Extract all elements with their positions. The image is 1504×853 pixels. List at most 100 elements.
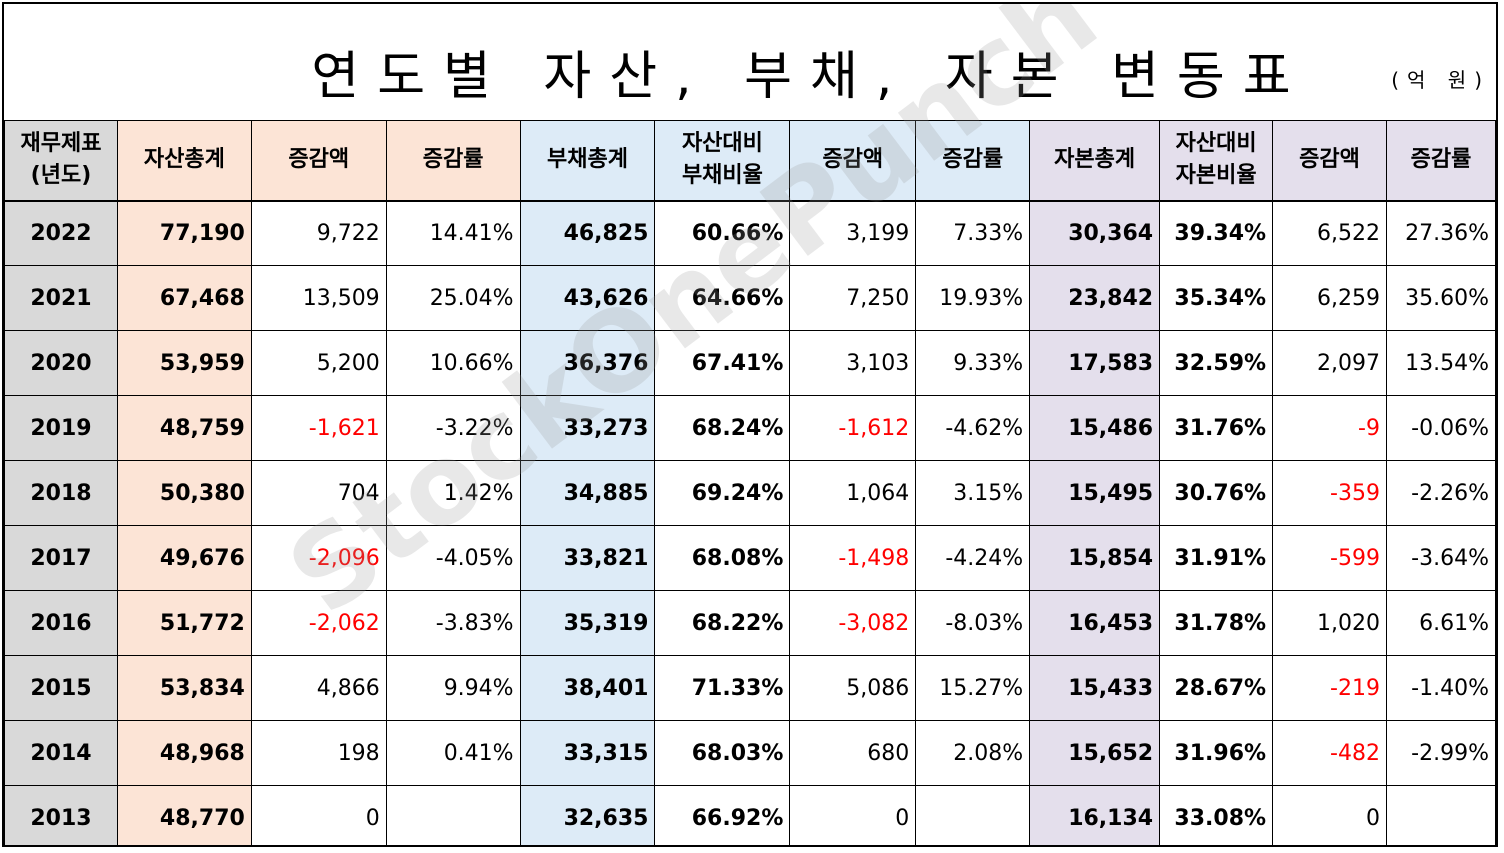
debt-ratio-cell: 66.92% [654,785,791,845]
equity-total-cell: 23,842 [1029,265,1161,331]
year-cell: 2013 [4,785,118,845]
debt-total-cell: 43,626 [519,265,656,331]
equity-ratio-cell: 32.59% [1159,330,1274,396]
header-equity-ratio: 자산대비 자본비율 [1159,120,1274,202]
debt-rate-cell: -4.24% [915,525,1031,591]
table-row: 2018 50,380 704 1.42% 34,885 69.24% 1,064 3.15%… [4,460,1496,526]
equity-change-cell: -9 [1272,395,1387,461]
asset-rate-cell: 0.41% [385,720,521,786]
asset-total-cell: 48,770 [116,785,252,845]
equity-total-cell: 17,583 [1029,330,1161,396]
debt-rate-cell [915,785,1031,845]
debt-rate-cell: -8.03% [915,590,1031,656]
title-bar: 연도별 자산, 부채, 자본 변동표 (억 원) [4,4,1496,122]
equity-change-cell: -219 [1272,655,1387,721]
debt-total-cell: 46,825 [519,200,656,266]
debt-total-cell: 38,401 [519,655,656,721]
debt-rate-cell: 2.08% [915,720,1031,786]
debt-change-cell: 680 [789,720,917,786]
equity-rate-cell [1385,785,1496,845]
header-equity-total: 자본총계 [1029,120,1161,202]
debt-ratio-cell: 60.66% [654,200,791,266]
asset-change-cell: 4,866 [250,655,387,721]
equity-total-cell: 15,495 [1029,460,1161,526]
equity-rate-cell: -2.99% [1385,720,1496,786]
asset-change-cell: 0 [250,785,387,845]
table-row: 2019 48,759 -1,621 -3.22% 33,273 68.24% -1,612… [4,395,1496,461]
debt-total-cell: 33,821 [519,525,656,591]
debt-change-cell: 1,064 [789,460,917,526]
debt-ratio-cell: 68.22% [654,590,791,656]
debt-rate-cell: -4.62% [915,395,1031,461]
year-cell: 2020 [4,330,118,396]
equity-change-cell: 2,097 [1272,330,1387,396]
asset-change-cell: -2,096 [250,525,387,591]
debt-ratio-cell: 69.24% [654,460,791,526]
header-year: 재무제표 (년도) [4,120,118,202]
debt-change-cell: -1,498 [789,525,917,591]
asset-change-cell: -2,062 [250,590,387,656]
asset-total-cell: 49,676 [116,525,252,591]
asset-total-cell: 48,968 [116,720,252,786]
asset-rate-cell: 10.66% [385,330,521,396]
equity-change-cell: 6,259 [1272,265,1387,331]
asset-total-cell: 53,834 [116,655,252,721]
asset-rate-cell [385,785,521,845]
equity-change-cell: 0 [1272,785,1387,845]
header-equity-ratio-label: 자산대비 자본비율 [1175,131,1257,189]
equity-total-cell: 16,453 [1029,590,1161,656]
asset-change-cell: 198 [250,720,387,786]
debt-change-cell: 7,250 [789,265,917,331]
debt-total-cell: 32,635 [519,785,656,845]
debt-total-cell: 35,319 [519,590,656,656]
financial-table: 재무제표 (년도) 자산총계 증감액 증감률 부채총계 자산대비 부채비율 증감액 … [4,120,1496,845]
asset-change-cell: 704 [250,460,387,526]
debt-ratio-cell: 68.08% [654,525,791,591]
year-cell: 2015 [4,655,118,721]
table-row: 2013 48,770 0 32,635 66.92% 0 16,134 33.08% 0 [4,785,1496,845]
equity-ratio-cell: 31.76% [1159,395,1274,461]
equity-ratio-cell: 31.91% [1159,525,1274,591]
debt-ratio-cell: 68.24% [654,395,791,461]
table-row: 2020 53,959 5,200 10.66% 36,376 67.41% 3,103 9.… [4,330,1496,396]
asset-rate-cell: -4.05% [385,525,521,591]
asset-rate-cell: -3.83% [385,590,521,656]
header-debt-ratio-label: 자산대비 부채비율 [681,131,763,189]
equity-rate-cell: -1.40% [1385,655,1496,721]
equity-change-cell: 6,522 [1272,200,1387,266]
asset-change-cell: -1,621 [250,395,387,461]
equity-change-cell: -359 [1272,460,1387,526]
equity-ratio-cell: 28.67% [1159,655,1274,721]
equity-rate-cell: 13.54% [1385,330,1496,396]
equity-total-cell: 15,486 [1029,395,1161,461]
asset-change-cell: 13,509 [250,265,387,331]
asset-rate-cell: 9.94% [385,655,521,721]
equity-total-cell: 15,433 [1029,655,1161,721]
debt-ratio-cell: 64.66% [654,265,791,331]
debt-ratio-cell: 67.41% [654,330,791,396]
equity-rate-cell: 27.36% [1385,200,1496,266]
table-body: 2022 77,190 9,722 14.41% 46,825 60.66% 3,199 7.… [4,200,1496,845]
debt-total-cell: 33,273 [519,395,656,461]
asset-total-cell: 50,380 [116,460,252,526]
header-asset-total: 자산총계 [116,120,252,202]
asset-rate-cell: -3.22% [385,395,521,461]
asset-change-cell: 9,722 [250,200,387,266]
header-asset-rate: 증감률 [385,120,521,202]
debt-total-cell: 36,376 [519,330,656,396]
year-cell: 2014 [4,720,118,786]
debt-ratio-cell: 71.33% [654,655,791,721]
unit-label: (억 원) [1391,68,1490,92]
asset-change-cell: 5,200 [250,330,387,396]
equity-total-cell: 30,364 [1029,200,1161,266]
equity-rate-cell: 35.60% [1385,265,1496,331]
debt-total-cell: 34,885 [519,460,656,526]
header-debt-ratio: 자산대비 부채비율 [654,120,791,202]
header-equity-rate: 증감률 [1385,120,1496,202]
equity-total-cell: 16,134 [1029,785,1161,845]
year-cell: 2018 [4,460,118,526]
asset-rate-cell: 14.41% [385,200,521,266]
equity-total-cell: 15,854 [1029,525,1161,591]
equity-rate-cell: -2.26% [1385,460,1496,526]
